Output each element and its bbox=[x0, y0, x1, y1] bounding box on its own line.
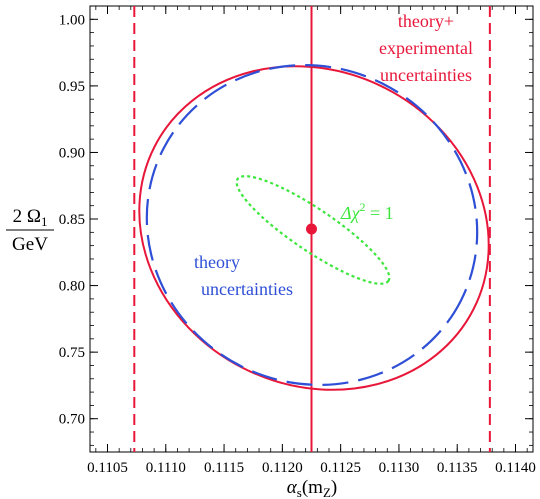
x-tick-label: 0.1110 bbox=[146, 460, 186, 476]
x-tick-label: 0.1140 bbox=[495, 460, 536, 476]
x-tick-label: 0.1135 bbox=[437, 460, 478, 476]
x-tick-label: 0.1130 bbox=[379, 460, 420, 476]
svg-text:2 Ω1: 2 Ω1 bbox=[13, 206, 48, 229]
y-axis-label: 2 Ω1 GeV bbox=[6, 206, 54, 255]
delta-chi-text: Δχ bbox=[340, 203, 361, 223]
ylabel-numerator: 2 Ω bbox=[13, 206, 41, 227]
theory-ellipse bbox=[145, 64, 479, 386]
theory-label: theory uncertainties bbox=[194, 252, 293, 299]
tick-labels: 0.1105 0.1110 0.1115 0.1120 0.1125 0.1130 0.11… bbox=[59, 12, 536, 476]
delta-chi-sup: 2 bbox=[359, 200, 365, 214]
theory-line1: theory bbox=[194, 252, 240, 272]
ylabel-denominator: GeV bbox=[12, 234, 48, 255]
y-tick-label: 0.95 bbox=[59, 79, 85, 95]
y-tick-label: 0.70 bbox=[59, 412, 85, 428]
delta-chi2-label: Δχ2 = 1 bbox=[340, 200, 394, 223]
x-tick-label: 0.1105 bbox=[87, 460, 128, 476]
x-tick-label: 0.1120 bbox=[262, 460, 303, 476]
delta-chi-rhs: = 1 bbox=[365, 203, 393, 223]
delta-chi2-ellipse bbox=[235, 175, 391, 285]
y-tick-label: 0.80 bbox=[59, 279, 85, 295]
theory-line2: uncertainties bbox=[201, 279, 293, 299]
theory-exp-line3: uncertainties bbox=[380, 65, 472, 85]
y-tick-label: 0.90 bbox=[59, 145, 85, 161]
y-tick-label: 1.00 bbox=[59, 12, 85, 28]
best-fit-point bbox=[306, 223, 317, 235]
ticks bbox=[90, 6, 533, 452]
theory-exp-line2: experimental bbox=[379, 38, 473, 58]
x-tick-label: 0.1125 bbox=[320, 460, 361, 476]
y-tick-label: 0.85 bbox=[59, 212, 85, 228]
theory-exp-label: theory+ experimental uncertainties bbox=[379, 11, 473, 85]
y-tick-label: 0.75 bbox=[59, 345, 85, 361]
ylabel-numerator-sub: 1 bbox=[41, 214, 48, 229]
x-tick-label: 0.1115 bbox=[204, 460, 244, 476]
x-axis-label: αs(mZ) bbox=[287, 477, 337, 499]
theory-exp-line1: theory+ bbox=[398, 11, 454, 31]
